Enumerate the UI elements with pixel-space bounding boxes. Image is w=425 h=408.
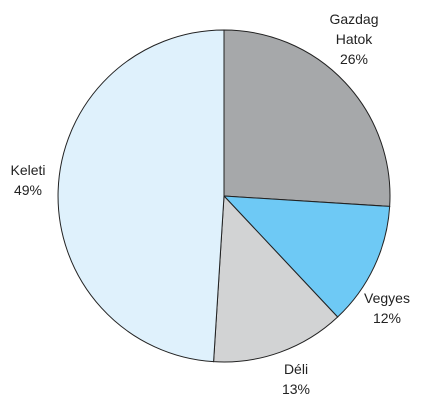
pie-slice-deli xyxy=(213,194,339,363)
pie-slice-vegyes xyxy=(222,195,391,318)
slice-percent: 13% xyxy=(282,381,310,397)
slice-name-line: Vegyes xyxy=(364,290,410,306)
slice-percent: 49% xyxy=(14,182,42,198)
pie-slice-keleti xyxy=(57,29,225,363)
slice-label-gazdag: Gazdag Hatok 26% xyxy=(329,11,378,67)
slice-percent: 12% xyxy=(373,310,401,326)
slice-name-line: Hatok xyxy=(336,31,374,47)
slice-name-line: Keleti xyxy=(10,162,45,178)
slice-label-keleti: Keleti 49% xyxy=(10,162,45,198)
pie-labels: Gazdag Hatok 26% Vegyes 12% Déli 13% Keleti 49% xyxy=(10,11,409,397)
slice-percent: 26% xyxy=(340,51,368,67)
pie-slice-gazdag xyxy=(223,29,391,207)
slice-name-line: Gazdag xyxy=(329,11,378,27)
slice-label-deli: Déli 13% xyxy=(282,361,310,397)
pie-slices xyxy=(57,29,391,363)
slice-label-vegyes: Vegyes 12% xyxy=(364,290,410,326)
slice-name-line: Déli xyxy=(284,361,308,377)
